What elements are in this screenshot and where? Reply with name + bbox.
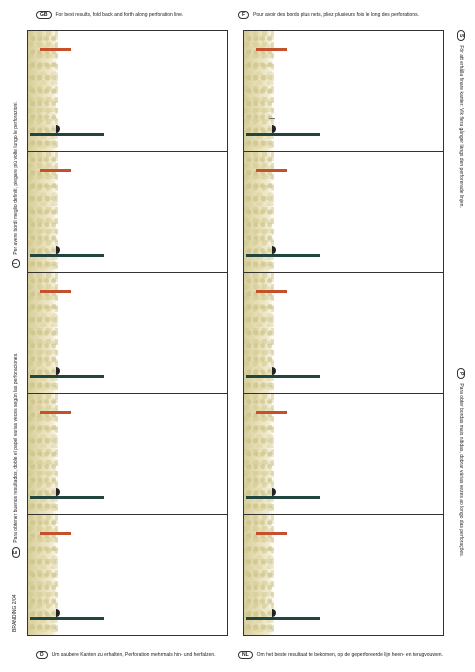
- card-column-left: [27, 30, 228, 636]
- instruction-text-f: Pour avoir des bords plus nets, pliez pl…: [253, 12, 419, 18]
- instruction-gb: GB For best results, fold back and forth …: [36, 11, 183, 19]
- instruction-text-gb: For best results, fold back and forth al…: [55, 12, 184, 18]
- green-bar: [30, 375, 104, 378]
- red-bar: [256, 48, 287, 51]
- half-circle-mark: [56, 125, 60, 133]
- card[interactable]: [243, 30, 444, 151]
- texture-strip: [244, 273, 274, 393]
- language-badge-p: P: [457, 368, 465, 380]
- language-badge-i: I: [12, 258, 20, 268]
- half-circle-mark: [272, 367, 276, 375]
- card[interactable]: [243, 514, 444, 636]
- half-circle-mark: [272, 488, 276, 496]
- instruction-f: F Pour avoir des bords plus nets, pliez p…: [238, 11, 419, 19]
- texture-strip: [244, 152, 274, 272]
- red-bar: [40, 169, 71, 172]
- green-bar: [246, 133, 320, 136]
- card-column-right: [243, 30, 444, 636]
- language-badge-e: E: [12, 546, 20, 558]
- green-bar: [246, 617, 320, 620]
- half-circle-mark: [272, 246, 276, 254]
- texture-strip: [28, 515, 58, 635]
- red-bar: [40, 411, 71, 414]
- green-bar: [30, 133, 104, 136]
- instruction-text-p: Para obter bordas mais nítidas, dobrar v…: [458, 383, 464, 558]
- instruction-i: I Per avere bordi meglio definiti, piegar…: [12, 101, 20, 268]
- green-bar: [246, 496, 320, 499]
- instruction-text-e: Para obtener buenos resultados, doble el…: [13, 352, 19, 543]
- half-circle-mark: [56, 609, 60, 617]
- red-bar: [256, 411, 287, 414]
- card[interactable]: [27, 151, 228, 272]
- half-circle-mark: [56, 367, 60, 375]
- language-badge-f: F: [238, 11, 250, 19]
- green-bar: [30, 496, 104, 499]
- texture-strip: [244, 394, 274, 514]
- green-bar: [246, 375, 320, 378]
- card[interactable]: [27, 393, 228, 514]
- instruction-text-d: Um saubere Kanten zu erhalten, Perforati…: [51, 652, 216, 658]
- language-badge-nl: NL: [238, 651, 253, 659]
- half-circle-mark: [56, 246, 60, 254]
- card[interactable]: [27, 272, 228, 393]
- instruction-text-i: Per avere bordi meglio definiti, piegare…: [13, 101, 19, 255]
- red-bar: [40, 48, 71, 51]
- texture-strip: [244, 515, 274, 635]
- texture-strip: [244, 31, 274, 151]
- red-bar: [40, 290, 71, 293]
- instruction-d: D Um saubere Kanten zu erhalten, Perforat…: [36, 651, 216, 659]
- red-bar: [40, 532, 71, 535]
- instruction-text-s: För att erhålla finare kanter: Vik flera…: [458, 45, 464, 208]
- instruction-p: P Para obter bordas mais nítidas, dobrar …: [457, 368, 465, 557]
- texture-strip: [28, 31, 58, 151]
- texture-strip: [28, 273, 58, 393]
- instruction-text-nl: Om het beste resultaat te bekomen, op de…: [256, 652, 443, 658]
- card[interactable]: [243, 393, 444, 514]
- half-circle-mark: [56, 488, 60, 496]
- card[interactable]: [243, 151, 444, 272]
- card[interactable]: [27, 514, 228, 636]
- red-bar: [256, 532, 287, 535]
- half-circle-mark: [272, 609, 276, 617]
- texture-strip: [28, 152, 58, 272]
- red-bar: [256, 169, 287, 172]
- footer-code-text: BRANDING 2/04: [12, 594, 18, 632]
- red-bar: [256, 290, 287, 293]
- language-badge-d: D: [36, 651, 48, 659]
- language-badge-s: S: [457, 30, 465, 42]
- green-bar: [246, 254, 320, 257]
- card[interactable]: [27, 30, 228, 151]
- card[interactable]: [243, 272, 444, 393]
- footer-code: BRANDING 2/04: [12, 594, 19, 632]
- half-circle-mark: [272, 125, 276, 133]
- language-badge-gb: GB: [36, 11, 52, 19]
- instruction-s: S För att erhålla finare kanter: Vik fler…: [457, 30, 465, 208]
- instruction-nl: NL Om het beste resultaat te bekomen, op …: [238, 651, 443, 659]
- instruction-e: E Para obtener buenos resultados, doble e…: [12, 353, 20, 558]
- texture-strip: [28, 394, 58, 514]
- perforation-mark: [269, 118, 275, 119]
- green-bar: [30, 254, 104, 257]
- green-bar: [30, 617, 104, 620]
